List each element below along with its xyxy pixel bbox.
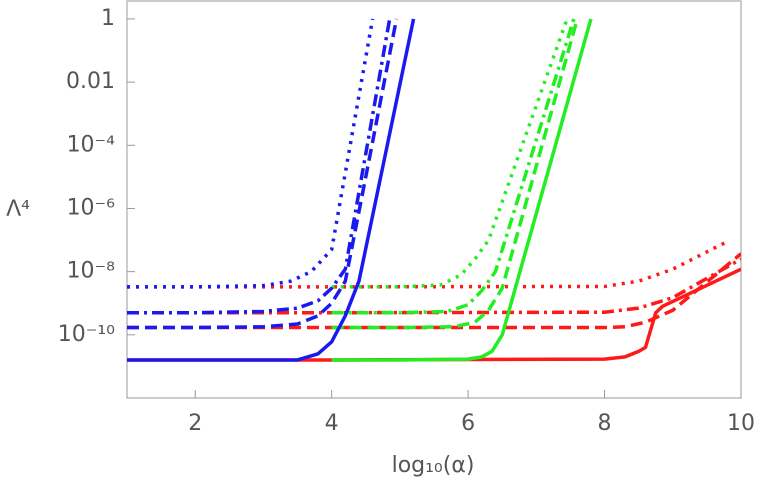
plot-lines xyxy=(127,18,741,362)
series-line xyxy=(331,18,579,330)
y-tick-label: 0.01 xyxy=(66,69,115,94)
x-axis-label: log₁₀(α) xyxy=(392,453,475,478)
y-tick-label: 10⁻¹⁰ xyxy=(58,322,115,347)
series-line xyxy=(127,267,741,362)
series-line xyxy=(127,257,741,315)
x-tick-label: 4 xyxy=(325,411,339,436)
y-tick-label: 10⁻⁸ xyxy=(67,259,116,284)
x-tick-label: 10 xyxy=(727,411,755,436)
y-tick-label: 1 xyxy=(101,6,115,31)
series-line xyxy=(127,252,741,330)
y-tick-label: 10⁻⁴ xyxy=(67,132,116,157)
series-line xyxy=(331,18,593,362)
plot-frame xyxy=(126,0,742,399)
series-line xyxy=(331,18,576,315)
series-line xyxy=(127,18,392,315)
series-line xyxy=(127,18,399,330)
x-tick-label: 8 xyxy=(598,411,612,436)
series-line xyxy=(127,239,729,289)
series-line xyxy=(127,18,416,362)
series-line xyxy=(127,18,375,289)
x-tick-label: 2 xyxy=(188,411,202,436)
y-tick-label: 10⁻⁶ xyxy=(67,195,116,220)
x-tick-label: 6 xyxy=(461,411,475,436)
y-axis-label: Λ⁴ xyxy=(6,197,30,222)
